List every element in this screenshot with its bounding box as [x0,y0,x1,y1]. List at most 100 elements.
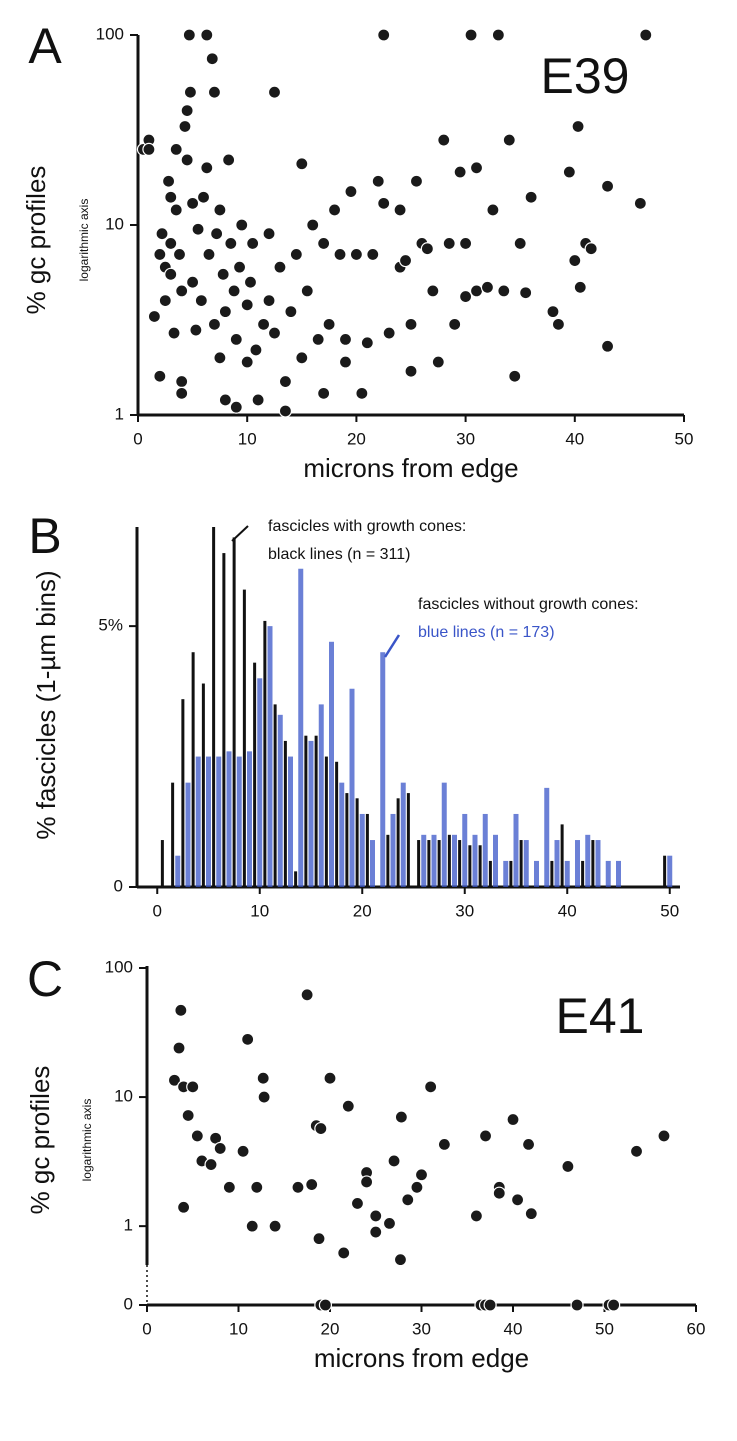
bar [201,683,205,887]
data-point [453,165,467,179]
data-point [426,284,440,298]
data-point [314,1121,328,1136]
bar [171,782,175,887]
bar [232,537,236,887]
bar [468,845,472,887]
bar [160,840,164,887]
annotation: fascicles without growth cones: [418,596,639,613]
x-tick-label: 20 [347,429,366,448]
data-point [227,284,241,298]
bar [349,688,355,887]
bar [663,855,667,887]
bar [386,834,390,887]
data-point [341,1099,355,1113]
panel-letter: B [28,508,61,564]
data-point [250,1180,264,1194]
bar [335,761,339,887]
bar [273,704,277,887]
bar [195,756,201,887]
data-point [486,203,500,217]
data-point [570,1298,584,1312]
bar [318,704,324,887]
bar [277,714,283,887]
data-point [387,1154,401,1168]
bar [400,782,406,887]
data-point [369,1225,383,1239]
data-point [657,1129,671,1143]
bar [462,813,468,887]
x-tick-label: 40 [504,1319,523,1338]
bar [523,840,529,887]
bar [206,756,211,887]
bar [288,756,293,887]
bar [314,735,318,887]
bar [595,840,601,887]
bar [421,834,427,887]
data-point [568,253,582,268]
bar [554,840,560,887]
data-point [366,247,380,262]
data-point [562,165,576,179]
y-axis-note: logarithmic axis [80,1099,94,1182]
y-tick-label: 100 [96,24,124,43]
bar [482,813,488,887]
data-point [175,386,189,400]
data-point [420,242,434,256]
data-point [262,294,276,308]
bar [458,840,462,887]
data-point [169,203,183,217]
bar [406,793,410,887]
data-point [229,332,243,346]
bar [175,855,181,887]
data-point [222,1180,236,1194]
bar [355,798,359,887]
data-point [639,28,653,42]
data-point [186,196,200,210]
data-point [278,404,293,418]
data-point [216,267,230,281]
data-point [344,184,358,199]
data-point [607,1298,621,1312]
data-point [169,142,183,156]
annotation: blue lines (n = 173) [418,624,555,641]
data-point [519,286,533,300]
panel-letter: C [27,951,63,1007]
data-point [210,227,224,241]
data-point [369,1209,383,1223]
data-point [229,400,243,414]
bar [519,840,523,887]
data-point [459,236,473,251]
data-point [295,157,309,171]
panel-label: E39 [541,48,630,104]
x-tick-label: 0 [142,1319,151,1338]
bar [253,662,257,887]
y-axis-note: logarithmic axis [77,199,91,282]
data-point [318,1298,333,1312]
data-point [190,1129,204,1143]
x-axis-label: microns from edge [303,453,518,483]
annotation: fascicles with growth cones: [268,518,466,535]
x-tick-label: 10 [238,429,257,448]
data-point [404,364,418,378]
x-tick-label: 50 [595,1319,614,1338]
bar [534,860,539,887]
bar [472,834,478,887]
bar [263,620,267,887]
data-point [267,326,282,340]
data-point [377,28,391,42]
data-point [317,236,331,251]
data-point [629,1144,644,1158]
y-tick-label: 0 [124,1294,133,1313]
data-point [142,142,156,156]
bar [667,855,673,887]
data-point [459,289,473,304]
y-axis-label: % gc profiles [25,1066,55,1215]
bar [544,787,550,887]
data-point [300,284,314,298]
data-point [584,242,598,256]
bar [605,860,611,887]
bar [452,834,457,887]
bar [560,824,564,887]
data-point [196,190,211,204]
